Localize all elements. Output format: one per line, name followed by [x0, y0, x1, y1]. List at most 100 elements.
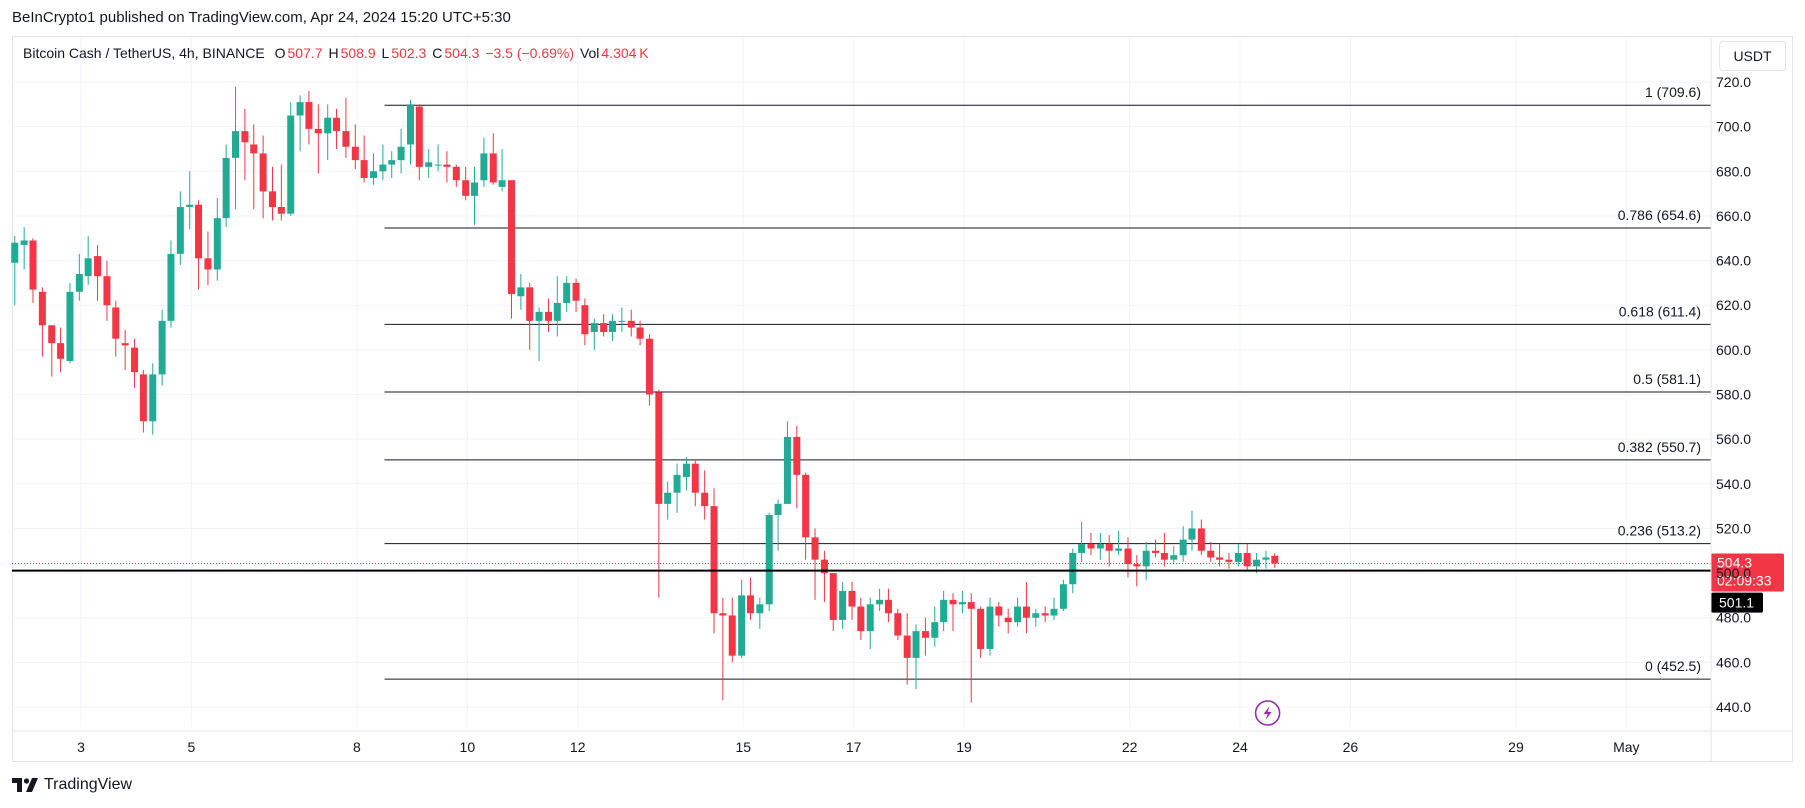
candle-body [1271, 555, 1279, 564]
candle [232, 86, 240, 210]
candle [1078, 521, 1086, 562]
grid-lines [12, 38, 1711, 727]
candle-body [719, 613, 727, 616]
legend-low: 502.3 [391, 45, 427, 61]
candle-body [995, 606, 1003, 616]
candle [314, 104, 322, 174]
lightning-icon [1254, 700, 1281, 726]
tradingview-footer[interactable]: TradingView [12, 776, 132, 794]
current-price-label: 504.3 [1717, 554, 1752, 570]
candle [829, 573, 837, 632]
x-tick-label: 17 [846, 739, 862, 755]
candle [774, 499, 782, 551]
candle-body [544, 311, 552, 321]
candle [738, 579, 746, 658]
candle-body [1096, 544, 1104, 549]
candle-body [397, 146, 405, 161]
candle [1207, 541, 1215, 562]
candle [462, 166, 470, 201]
candle-body [222, 157, 230, 219]
candle-body [425, 162, 433, 167]
candle-body [967, 602, 975, 609]
x-tick-label: 8 [353, 739, 361, 755]
candle-body [314, 128, 322, 134]
x-tick-label: 3 [77, 739, 85, 755]
candle-body [434, 164, 442, 166]
fib-level-label: 0 (452.5) [1645, 658, 1701, 674]
candle [351, 124, 359, 170]
candle-body [489, 153, 497, 183]
candle-body [112, 307, 120, 339]
candle-body [415, 106, 423, 167]
candle [397, 128, 405, 174]
candle-body [746, 595, 754, 614]
currency-button[interactable]: USDT [1719, 41, 1786, 71]
legend-vol-key: Vol [579, 45, 600, 61]
x-tick-label: 19 [956, 739, 972, 755]
candle [66, 282, 74, 364]
candle-body [507, 180, 515, 295]
tradingview-logo-icon [12, 778, 38, 792]
legend-close: 504.3 [444, 45, 480, 61]
candle [746, 577, 754, 620]
candle [277, 164, 285, 221]
candle-body [1069, 552, 1077, 585]
candle-body [857, 606, 865, 632]
candle [1225, 552, 1233, 569]
candle [1115, 530, 1123, 556]
candle [876, 588, 884, 612]
candle-body [38, 291, 46, 326]
countdown-label: 02:09:33 [1717, 572, 1772, 588]
candle-body [876, 599, 884, 605]
candle [820, 550, 828, 603]
x-tick-label: 24 [1232, 739, 1248, 755]
footer-brand: TradingView [44, 776, 133, 793]
candle-body [958, 602, 966, 605]
candle [139, 369, 147, 433]
candle-body [636, 327, 644, 339]
candle-body [1262, 557, 1270, 560]
candle [701, 470, 709, 520]
candle [581, 298, 589, 346]
candle-body [1216, 557, 1224, 560]
candle [1262, 550, 1270, 569]
candle [213, 198, 221, 281]
candle [884, 588, 892, 623]
candle-body [1170, 555, 1178, 560]
candle [921, 617, 929, 656]
candle-body [57, 343, 65, 359]
fibonacci-retracement: 1 (709.6) 0.786 (654.6) 0.618 (611.4) 0.5 (… [384, 84, 1711, 680]
candle [931, 606, 939, 647]
candle-body [526, 287, 534, 321]
candle-body [388, 160, 396, 165]
fib-level-label: 0.5 (581.1) [1633, 371, 1701, 387]
candle [857, 597, 865, 641]
candle-body [498, 180, 506, 187]
y-tick-label: 520.0 [1716, 520, 1751, 536]
candle-body [839, 590, 847, 620]
y-tick-label: 580.0 [1716, 387, 1751, 403]
publish-caption: BeInCrypto1 published on TradingView.com… [12, 9, 511, 26]
candle [526, 282, 534, 350]
candle [618, 307, 626, 332]
y-tick-label: 700.0 [1716, 119, 1751, 135]
x-tick-label: 15 [735, 739, 751, 755]
candle [296, 95, 304, 152]
candle [783, 421, 791, 504]
candle-body [608, 320, 616, 332]
candle-body [213, 218, 221, 270]
candle-body [139, 374, 147, 422]
price-lines: 504.3 02:09:33 501.1 [12, 553, 1784, 726]
candle-body [250, 144, 258, 154]
candle-body [259, 153, 267, 192]
candle-body [894, 613, 902, 636]
candle-body [370, 171, 378, 178]
y-tick-label: 440.0 [1716, 699, 1751, 715]
candle-body [443, 164, 451, 167]
candle [498, 148, 506, 192]
candle [691, 459, 699, 507]
y-tick-label: 560.0 [1716, 431, 1751, 447]
candle [756, 597, 764, 629]
candle [259, 135, 267, 219]
